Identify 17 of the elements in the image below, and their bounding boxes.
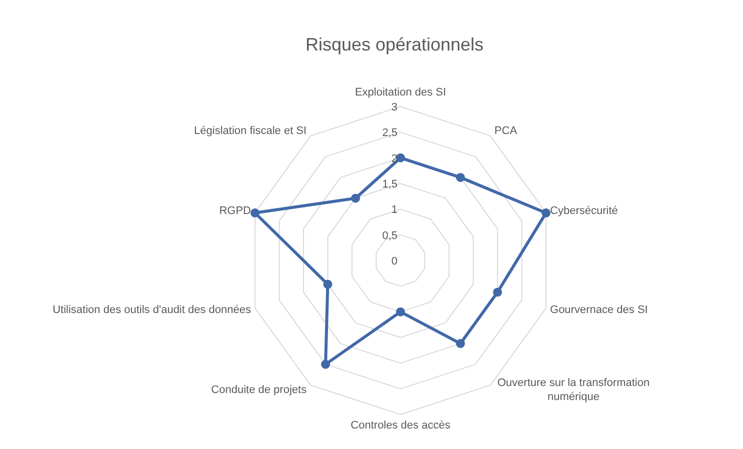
spoke-label: Gourvernace des SI	[550, 304, 648, 316]
spoke-label: Conduite de projets	[211, 384, 308, 396]
y-tick-label: 0	[391, 256, 398, 268]
y-tick-label: 1,5	[382, 178, 398, 190]
y-tick-label: 2,5	[382, 127, 398, 140]
spoke-label: PCA	[494, 125, 518, 138]
spoke-label: Exploitation des SI	[354, 86, 446, 98]
y-tick-label: 0,5	[382, 230, 398, 242]
spoke-label: Utilisation des outils d'audit des données	[52, 304, 252, 316]
chart-title: Risques opérationnels	[305, 34, 484, 54]
spoke-label: RGPD	[219, 205, 252, 218]
y-tick-label: 3	[391, 102, 398, 114]
y-tick-label: 1	[391, 204, 398, 216]
spoke-label: Ouverture sur la transformation numérique	[497, 376, 650, 403]
spoke-label: Cybersécurité	[550, 205, 618, 218]
spoke-label: Controles des accès	[350, 420, 451, 432]
spoke-label: Législation fiscale et SI	[194, 125, 307, 138]
